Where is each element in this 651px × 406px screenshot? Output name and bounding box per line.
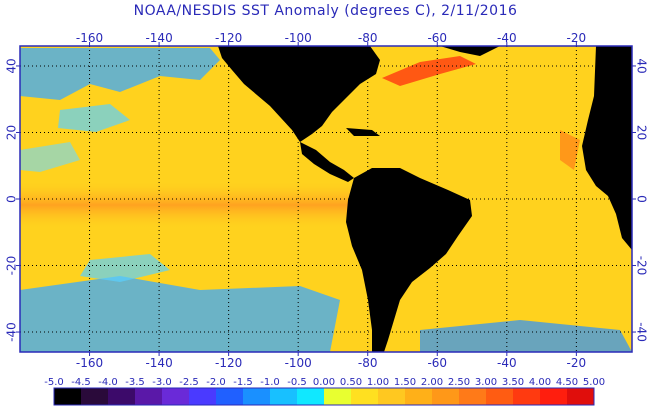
colorbar-swatch bbox=[135, 388, 163, 405]
colorbar-label: -4.0 bbox=[98, 377, 118, 388]
land-south-america bbox=[346, 168, 472, 352]
land-north-america bbox=[218, 46, 380, 142]
top-lon-tick-label: -100 bbox=[285, 31, 312, 45]
colorbar-label: 3.50 bbox=[502, 377, 524, 388]
top-lon-tick-label: -20 bbox=[567, 31, 587, 45]
colorbar: -5.0 -4.5 -4.0 -3.5 -3.0 -2.5 -2.0 -1.5 -1.0 -0.5… bbox=[44, 377, 605, 406]
bottom-lon-tick-label: -140 bbox=[145, 356, 172, 370]
top-lon-tick-label: -120 bbox=[215, 31, 242, 45]
colorbar-label: -1.5 bbox=[233, 377, 253, 388]
colorbar-label: 0.50 bbox=[340, 377, 362, 388]
left-lat-tick-label: 0 bbox=[5, 195, 19, 203]
right-lat-tick-label: 40 bbox=[635, 58, 649, 73]
colorbar-label: 0.00 bbox=[313, 377, 335, 388]
colorbar-label: 1.50 bbox=[394, 377, 416, 388]
right-lat-tick-label: -40 bbox=[635, 322, 649, 342]
colorbar-swatch bbox=[351, 388, 379, 405]
left-lat-tick-label: 20 bbox=[5, 125, 19, 140]
colorbar-swatch bbox=[189, 388, 217, 405]
colorbar-label: 4.00 bbox=[529, 377, 551, 388]
colorbar-label: -0.5 bbox=[287, 377, 307, 388]
colorbar-label: 2.00 bbox=[421, 377, 443, 388]
colorbar-label: -2.5 bbox=[179, 377, 199, 388]
bottom-lon-tick-label: -40 bbox=[497, 356, 517, 370]
map-title: NOAA/NESDIS SST Anomaly (degrees C), 2/1… bbox=[133, 3, 518, 19]
right-lat-tick-label: -20 bbox=[635, 256, 649, 276]
colorbar-swatch bbox=[216, 388, 244, 405]
colorbar-swatch bbox=[54, 388, 82, 405]
colorbar-swatch bbox=[567, 388, 595, 405]
colorbar-label: 1.00 bbox=[367, 377, 389, 388]
land-africa bbox=[582, 46, 632, 250]
bottom-lon-tick-label: -100 bbox=[285, 356, 312, 370]
colorbar-swatch bbox=[162, 388, 190, 405]
colorbar-swatch bbox=[324, 388, 352, 405]
left-lat-tick-label: -40 bbox=[5, 322, 19, 342]
bottom-lon-tick-label: -20 bbox=[567, 356, 587, 370]
colorbar-label: -4.5 bbox=[71, 377, 91, 388]
colorbar-swatch bbox=[513, 388, 541, 405]
top-lon-tick-label: -140 bbox=[145, 31, 172, 45]
ocean-field bbox=[20, 46, 632, 352]
colorbar-swatch bbox=[432, 388, 460, 405]
bottom-lon-tick-label: -80 bbox=[358, 356, 378, 370]
top-lon-tick-label: -60 bbox=[427, 31, 447, 45]
colorbar-swatch bbox=[81, 388, 109, 405]
colorbar-swatch bbox=[486, 388, 514, 405]
colorbar-swatch bbox=[243, 388, 271, 405]
colorbar-swatch bbox=[378, 388, 406, 405]
top-lon-tick-label: -80 bbox=[358, 31, 378, 45]
right-lat-tick-label: 20 bbox=[635, 125, 649, 140]
bottom-lon-tick-label: -60 bbox=[427, 356, 447, 370]
colorbar-label: -1.0 bbox=[260, 377, 280, 388]
graticule bbox=[20, 46, 632, 352]
colorbar-label: -3.5 bbox=[125, 377, 145, 388]
right-lat-tick-label: 0 bbox=[635, 195, 649, 203]
colorbar-swatch bbox=[540, 388, 568, 405]
axis-ticks: -160 -160 -140 -140 -120 -120 -100 -100 -80 -80 -6… bbox=[5, 31, 649, 370]
colorbar-frame bbox=[53, 387, 595, 406]
colorbar-label: 3.00 bbox=[475, 377, 497, 388]
bottom-lon-tick-label: -160 bbox=[76, 356, 103, 370]
colorbar-swatch bbox=[270, 388, 298, 405]
left-lat-tick-label: -20 bbox=[5, 256, 19, 276]
top-lon-tick-label: -160 bbox=[76, 31, 103, 45]
colorbar-swatch bbox=[459, 388, 487, 405]
colorbar-label: 2.50 bbox=[448, 377, 470, 388]
colorbar-label: 4.50 bbox=[556, 377, 578, 388]
colorbar-label: 5.00 bbox=[583, 377, 605, 388]
left-lat-tick-label: 40 bbox=[5, 58, 19, 73]
colorbar-label: -3.0 bbox=[152, 377, 172, 388]
colorbar-label: -2.0 bbox=[206, 377, 226, 388]
colorbar-label: -5.0 bbox=[44, 377, 64, 388]
colorbar-swatch bbox=[405, 388, 433, 405]
colorbar-swatch bbox=[297, 388, 325, 405]
bottom-lon-tick-label: -120 bbox=[215, 356, 242, 370]
colorbar-swatch bbox=[108, 388, 136, 405]
top-lon-tick-label: -40 bbox=[497, 31, 517, 45]
